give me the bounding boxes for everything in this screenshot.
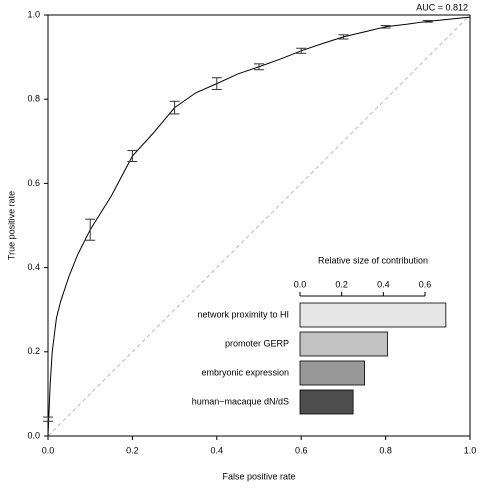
error-bar (85, 218, 96, 241)
inset-tick-label: 0.4 (377, 279, 390, 289)
y-tick-label: 0.4 (27, 262, 40, 272)
error-bar (254, 63, 264, 71)
error-bar (127, 150, 138, 163)
y-tick-label: 1.0 (27, 9, 40, 19)
error-bar (169, 100, 180, 115)
error-bar (380, 25, 391, 29)
y-tick-label: 0.0 (27, 430, 40, 440)
y-tick-label: 0.8 (27, 94, 40, 104)
error-bar (338, 34, 349, 40)
inset-title: Relative size of contribution (318, 255, 428, 265)
bar-label: network proximity to HI (197, 309, 289, 319)
x-tick-label: 0.2 (126, 445, 139, 455)
bar-label: promoter GERP (225, 338, 289, 348)
inset-tick-label: 0.2 (335, 279, 348, 289)
bar-label: human−macaque dN/dS (192, 396, 289, 406)
inset-tick-label: 0.6 (419, 279, 432, 289)
bar (299, 331, 388, 357)
error-bar (43, 416, 53, 422)
x-tick-label: 0.0 (42, 445, 55, 455)
x-tick-label: 0.8 (379, 445, 392, 455)
reference-diagonal (47, 14, 471, 437)
y-axis-label: True positive rate (6, 191, 16, 260)
bar (299, 302, 447, 328)
plot-frame (47, 14, 471, 437)
bar (299, 389, 354, 415)
y-tick-label: 0.2 (27, 346, 40, 356)
auc-annotation: AUC = 0.812 (416, 2, 468, 12)
error-bar (422, 19, 433, 23)
bar (299, 360, 365, 386)
error-bar (296, 47, 307, 54)
error-bar (211, 77, 222, 91)
y-tick-label: 0.6 (27, 178, 40, 188)
bar-label: embryonic expression (201, 367, 289, 377)
x-axis-label: False positive rate (222, 471, 295, 481)
inset-tick-label: 0.0 (294, 279, 307, 289)
x-tick-label: 1.0 (464, 445, 477, 455)
x-tick-label: 0.4 (211, 445, 224, 455)
x-tick-label: 0.6 (295, 445, 308, 455)
